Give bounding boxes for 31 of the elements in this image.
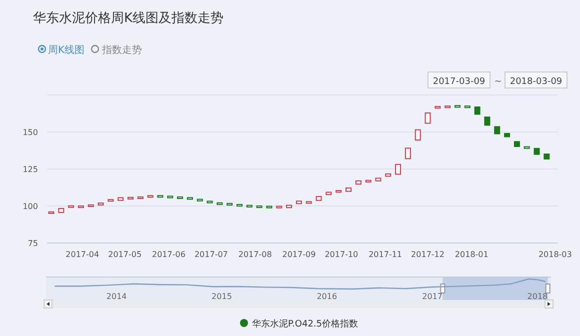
x-tick-label: 2017-06 [152, 250, 186, 259]
y-tick-label: 100 [22, 202, 38, 211]
x-tick-label: 2017-04 [66, 250, 100, 259]
y-tick-label: 125 [22, 165, 38, 174]
chart-title: 华东水泥价格周K线图及指数走势 [33, 11, 224, 26]
candlestick [414, 129, 421, 140]
x-tick-label: 2018 [527, 292, 548, 301]
x-tick-label: 2018-03 [538, 250, 572, 259]
x-tick-label: 2017-11 [368, 250, 402, 259]
y-tick-label: 150 [22, 128, 38, 137]
candlestick [395, 164, 402, 175]
x-tick-label: 2017-12 [411, 250, 444, 259]
text: 周K线图 [48, 44, 85, 56]
candlestick [424, 112, 431, 124]
x-tick-label: 2017-08 [238, 250, 272, 259]
x-tick-label: 2017-09 [282, 250, 316, 259]
x-tick-label: 2015 [212, 292, 232, 301]
text: 2018-03-09 [510, 77, 562, 87]
text: ~ [494, 77, 502, 87]
y-tick-label: 75 [28, 239, 38, 248]
text: 指数走势 [101, 44, 142, 56]
text: 2017-03-09 [432, 77, 486, 87]
x-tick-label: 2017-07 [194, 250, 228, 259]
x-tick-label: 2017 [422, 292, 442, 301]
x-tick-label: 2017-05 [108, 250, 142, 259]
x-tick-label: 2017-10 [324, 250, 358, 259]
legend-label: 华东水泥P.O42.5价格指数 [252, 318, 358, 330]
x-tick-label: 2016 [316, 292, 338, 301]
x-tick-label: 2014 [106, 292, 127, 301]
x-tick-label: 2018-01 [454, 250, 488, 259]
candlestick [404, 148, 411, 160]
